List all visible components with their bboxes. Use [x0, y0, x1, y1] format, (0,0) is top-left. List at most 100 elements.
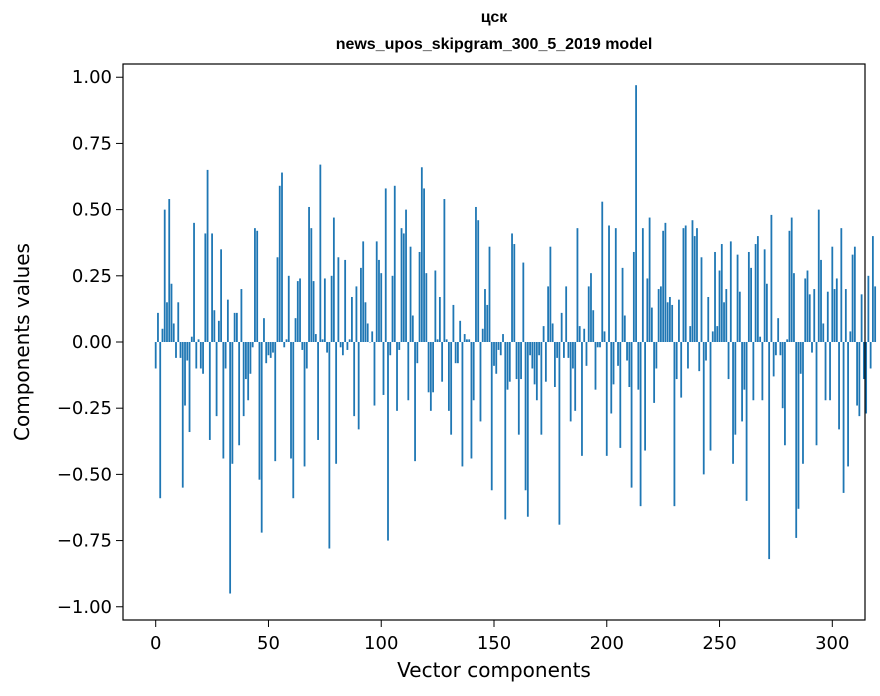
bar — [761, 342, 764, 401]
bar — [838, 342, 840, 430]
bar — [520, 342, 522, 380]
y-tick-label: 0.50 — [72, 200, 112, 221]
chart-subtitle: news_upos_skipgram_300_5_2019 model — [335, 36, 653, 53]
bar — [220, 249, 222, 342]
bar — [583, 328, 586, 342]
y-tick-label: 0.25 — [72, 266, 112, 287]
bar — [425, 273, 428, 342]
bar — [321, 339, 324, 342]
bar — [820, 259, 822, 342]
bar — [290, 342, 292, 459]
bar — [759, 336, 762, 342]
bar — [443, 199, 446, 342]
bar — [646, 278, 649, 342]
bar — [849, 331, 852, 342]
bar — [511, 233, 513, 342]
bar — [576, 228, 579, 342]
bar — [470, 342, 473, 459]
bar — [490, 342, 493, 491]
bar — [673, 342, 676, 507]
bar — [186, 342, 189, 361]
bar — [188, 342, 191, 433]
bar — [581, 342, 583, 456]
bar — [335, 342, 338, 464]
bar — [213, 310, 216, 342]
bar — [278, 185, 281, 342]
bar — [429, 342, 432, 411]
bar — [172, 323, 175, 342]
bar — [409, 246, 412, 342]
bar — [628, 342, 631, 388]
bar — [756, 236, 759, 342]
bar — [524, 342, 527, 491]
bar — [493, 342, 495, 366]
chart-title: цск — [480, 9, 508, 26]
bar — [533, 342, 536, 385]
bar — [691, 220, 694, 342]
bar — [438, 296, 441, 342]
bar — [853, 246, 856, 342]
bar — [269, 342, 272, 358]
bar — [858, 342, 861, 417]
bar — [416, 342, 419, 364]
bar — [752, 342, 755, 401]
bar — [346, 342, 349, 350]
bar — [587, 286, 590, 342]
bar — [648, 217, 651, 342]
bar — [842, 342, 845, 493]
bar — [272, 342, 274, 353]
bar — [826, 291, 829, 342]
bar — [254, 228, 256, 342]
bar — [371, 331, 374, 342]
bar — [770, 214, 773, 342]
bar — [436, 339, 439, 342]
bar — [303, 342, 306, 467]
bar — [605, 342, 608, 456]
bar — [614, 228, 617, 342]
bar — [596, 342, 599, 348]
bar — [459, 320, 462, 342]
bar — [231, 342, 234, 464]
bar — [380, 273, 383, 342]
bar — [208, 342, 211, 440]
y-tick-label: −1.00 — [57, 597, 112, 618]
bar — [626, 342, 628, 361]
bar — [157, 312, 159, 342]
bar — [700, 257, 703, 342]
bar — [560, 312, 563, 342]
bar — [610, 342, 613, 414]
bar — [326, 342, 328, 353]
bar — [357, 342, 360, 430]
bar — [281, 172, 283, 342]
bar — [574, 342, 577, 411]
bar — [723, 302, 725, 342]
bar — [314, 334, 317, 342]
y-axis-label: Components values — [10, 243, 34, 441]
bar — [263, 318, 265, 342]
bar — [601, 201, 604, 342]
bar — [556, 342, 559, 358]
bar — [547, 286, 550, 342]
bar — [736, 254, 739, 342]
bar — [344, 259, 347, 342]
bar — [806, 270, 809, 342]
bar — [317, 342, 319, 440]
bar — [698, 342, 701, 372]
bar — [788, 230, 791, 342]
bar — [195, 342, 198, 369]
bar — [497, 342, 500, 350]
bar — [249, 342, 252, 374]
bar — [678, 299, 680, 342]
bar — [222, 342, 225, 459]
bar — [330, 275, 333, 342]
bar — [781, 342, 784, 409]
bar — [745, 342, 748, 501]
bar — [427, 342, 430, 393]
bar — [732, 342, 734, 464]
bar — [154, 342, 157, 369]
bar — [675, 342, 678, 380]
bar — [529, 342, 531, 356]
bar — [337, 257, 340, 342]
bar — [355, 286, 358, 342]
